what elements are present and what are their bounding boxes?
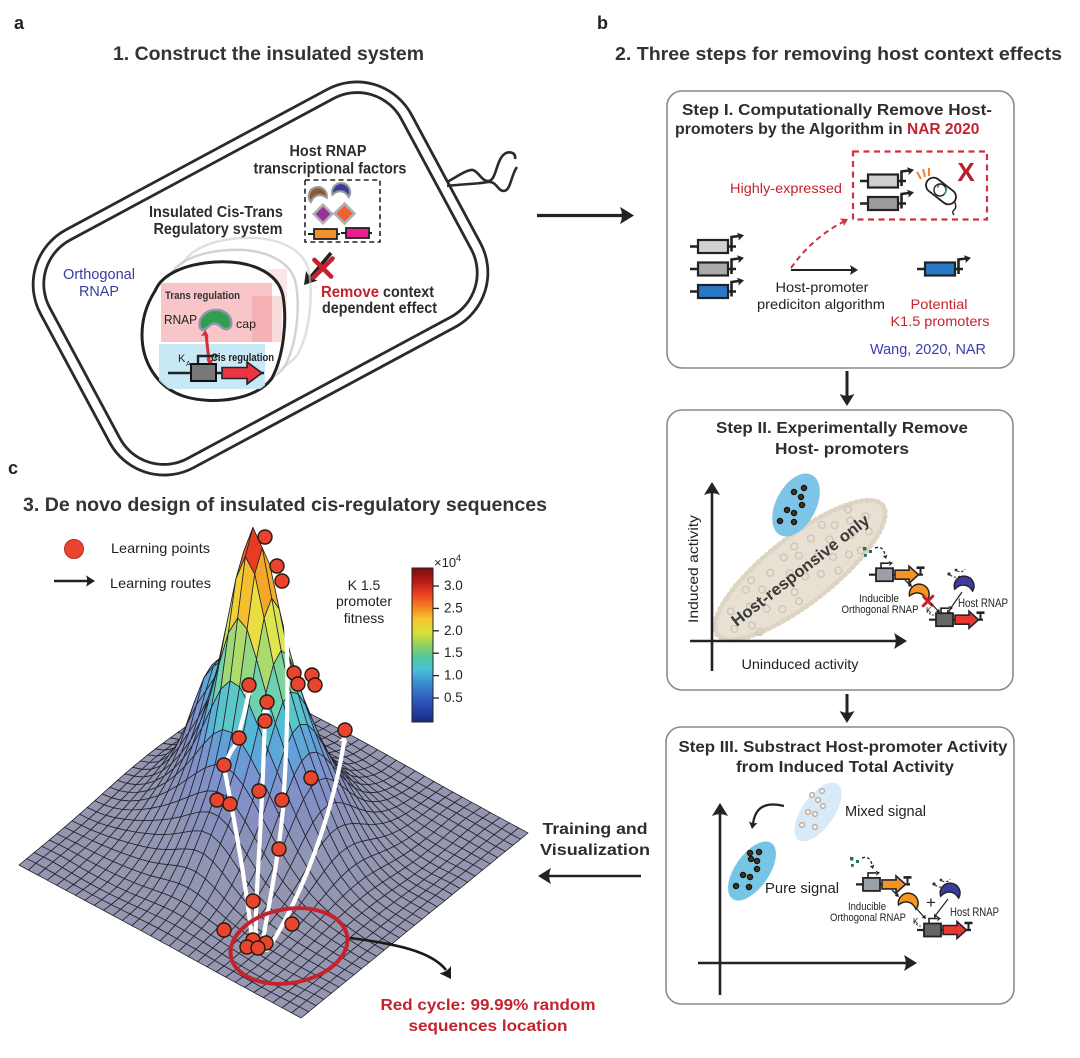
svg-text:Visualization: Visualization	[540, 842, 650, 859]
svg-text:cap: cap	[236, 317, 256, 331]
svg-text:Learning routes: Learning routes	[110, 575, 211, 591]
svg-text:A: A	[186, 361, 191, 368]
svg-text:Training and: Training and	[543, 821, 648, 838]
svg-text:2. Three steps for removing ho: 2. Three steps for removing host context…	[615, 43, 1062, 64]
svg-text:Pure signal: Pure signal	[765, 880, 839, 897]
svg-text:Potential: Potential	[911, 296, 968, 312]
svg-text:2.5: 2.5	[444, 600, 463, 615]
svg-text:K1.5 promoters: K1.5 promoters	[891, 313, 990, 329]
svg-text:Step II. Experimentally Remove: Step II. Experimentally Remove	[716, 420, 968, 437]
svg-text:Wang, 2020, NAR: Wang, 2020, NAR	[870, 341, 986, 358]
svg-text:K: K	[913, 917, 919, 926]
svg-text:X: X	[957, 157, 975, 187]
svg-text:Trans regulation: Trans regulation	[165, 290, 240, 302]
svg-text:Step III. Substract Host-promo: Step III. Substract Host-promoter Activi…	[679, 739, 1008, 756]
svg-text:2.0: 2.0	[444, 623, 463, 638]
svg-text:Cis regulation: Cis regulation	[211, 352, 274, 364]
svg-text:Inducible: Inducible	[848, 901, 886, 913]
svg-text:1.5: 1.5	[444, 645, 463, 660]
svg-text:+: +	[926, 893, 936, 912]
svg-text:Mixed signal: Mixed signal	[845, 803, 926, 820]
svg-text:b: b	[597, 13, 608, 33]
svg-text:Orthogonal: Orthogonal	[63, 266, 135, 283]
svg-text:Regulatory system: Regulatory system	[154, 221, 283, 238]
svg-text:K: K	[926, 606, 932, 615]
svg-text:Host- promoters: Host- promoters	[775, 441, 909, 458]
svg-text:prediciton algorithm: prediciton algorithm	[757, 296, 885, 312]
svg-text:Step I. Computationally Remove: Step I. Computationally Remove Host-	[682, 102, 992, 119]
svg-text:4: 4	[456, 553, 461, 563]
svg-text:1.0: 1.0	[444, 668, 463, 683]
svg-text:Inducible: Inducible	[859, 593, 899, 605]
svg-text:transcriptional factors: transcriptional factors	[254, 161, 407, 178]
svg-text:Remove context: Remove context	[321, 284, 435, 301]
svg-text:RNAP: RNAP	[164, 312, 197, 327]
svg-text:×10: ×10	[434, 555, 456, 570]
svg-text:Host RNAP: Host RNAP	[290, 143, 367, 160]
svg-text:fitness: fitness	[344, 610, 384, 626]
svg-text:K: K	[178, 353, 186, 365]
svg-text:Highly-expressed: Highly-expressed	[730, 180, 842, 196]
svg-text:Insulated Cis-Trans: Insulated Cis-Trans	[149, 204, 283, 221]
svg-text:Red cycle: 99.99% random: Red cycle: 99.99% random	[381, 997, 596, 1014]
svg-text:Host RNAP: Host RNAP	[950, 905, 999, 919]
svg-text:RNAP: RNAP	[79, 283, 119, 300]
svg-text:Induced activity: Induced activity	[685, 515, 701, 623]
svg-text:promoters by the Algorithm in: promoters by the Algorithm in NAR 2020	[675, 121, 979, 138]
svg-text:promoter: promoter	[336, 593, 392, 609]
svg-text:Host-promoter: Host-promoter	[776, 279, 869, 295]
svg-text:3.0: 3.0	[444, 578, 463, 593]
svg-text:Learning points: Learning points	[111, 540, 210, 556]
svg-text:sequences location: sequences location	[409, 1018, 568, 1035]
svg-text:3. De novo design of insulated: 3. De novo design of insulated cis-regul…	[23, 495, 547, 516]
svg-text:Orthogonal RNAP: Orthogonal RNAP	[830, 912, 906, 924]
svg-text:K 1.5: K 1.5	[348, 577, 381, 593]
svg-text:a: a	[14, 13, 25, 33]
svg-text:Host RNAP: Host RNAP	[958, 596, 1008, 610]
svg-text:0.5: 0.5	[444, 690, 463, 705]
svg-text:c: c	[8, 458, 18, 478]
svg-text:Orthogonal RNAP: Orthogonal RNAP	[842, 604, 919, 616]
svg-text:Uninduced activity: Uninduced activity	[742, 656, 859, 672]
svg-text:from Induced Total Activity: from Induced Total Activity	[736, 759, 954, 776]
svg-text:1. Construct the insulated sys: 1. Construct the insulated system	[113, 44, 424, 65]
svg-text:dependent effect: dependent effect	[322, 300, 438, 317]
